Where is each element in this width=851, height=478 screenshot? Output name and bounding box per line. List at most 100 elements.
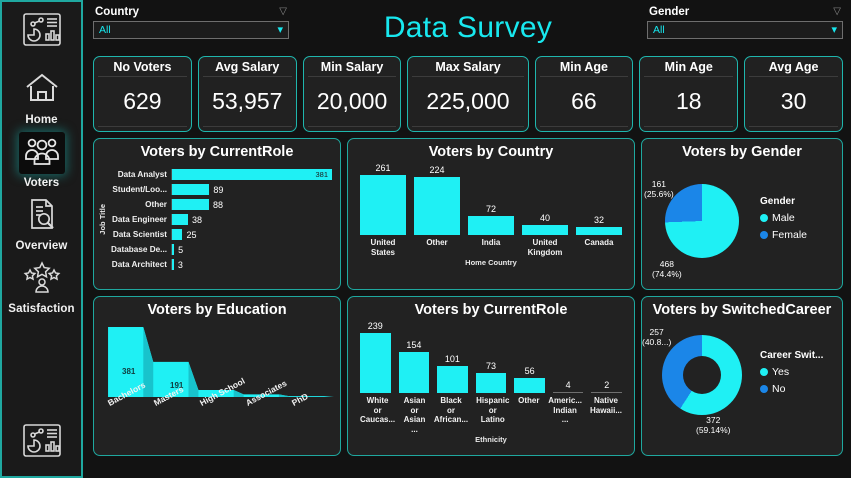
kpi-value: 66 [571,88,597,114]
vbar-category-label: Other [518,396,540,405]
chart-panel-voters-by-gender[interactable]: Voters by Gender 161 (25.6%) 468 (74.4%) [641,138,843,290]
vbar-category-label: White or Caucas... [360,396,396,424]
hbar-track: 88 [171,199,332,210]
hbar-category-label: Data Architect [111,260,167,269]
hbar-value-label: 38 [191,214,202,225]
sidebar-item-label: Voters [23,177,60,189]
area-value-label: 381 [122,367,136,376]
vbar-category-label: United Kingdom [527,238,563,257]
vbar-column[interactable]: 154 [398,321,430,393]
vbar-column[interactable]: 261 [360,163,406,235]
pie-chart [665,184,739,258]
hbar-row[interactable]: Data Analyst 381 [109,167,332,182]
vbar-value-label: 56 [524,366,535,377]
vbar-column[interactable]: 101 [437,321,468,393]
vbar [437,365,468,393]
hbar-fill [172,214,188,225]
chevron-down-icon[interactable]: ▾ [831,23,837,36]
hbar-category-label: Other [145,200,167,209]
legend-item[interactable]: No [760,383,823,395]
kpi-title: Avg Salary [215,60,280,74]
sidebar-item-voters[interactable]: Voters [0,132,83,189]
sidebar-item-overview[interactable]: Overview [0,195,83,252]
chart-title: Voters by CurrentRole [140,144,294,160]
chart-panel-voters-by-switchedcareer[interactable]: Voters by SwitchedCareer 257 (40.8...) 3… [641,296,843,456]
hbar-category-label: Student/Loo... [112,185,167,194]
hbar-track: 25 [171,229,332,240]
hbar-fill [172,229,183,240]
vbar [522,224,568,235]
hbar-row[interactable]: Database De... 5 [109,242,332,257]
hbar-value-label: 5 [178,244,184,255]
legend-item[interactable]: Male [760,212,807,224]
pie-callout-female: 161 (25.6%) [644,179,674,199]
vbar-column[interactable]: 32 [576,163,622,235]
donut-callout-no: 257 (40.8...) [642,327,672,347]
hbar-row[interactable]: Student/Loo... 89 [109,182,332,197]
vbar-column[interactable]: 2 [591,321,623,393]
vbar-column[interactable]: 56 [514,321,545,393]
kpi-value: 629 [123,88,162,114]
vbar-value-label: 72 [485,204,496,215]
vbar-column[interactable]: 73 [475,321,507,393]
vbar-column[interactable]: 72 [468,163,514,235]
sidebar-item-satisfaction[interactable]: Satisfaction [0,258,83,315]
hbar-track: 89 [171,184,332,195]
chevron-down-icon[interactable]: ▾ [277,23,283,36]
hbar-fill [172,184,210,195]
hbar-row[interactable]: Data Architect 3 [109,257,332,272]
vbar-category-label: Hispanic or Latino [476,396,510,424]
vbar-category-label: Black or African... [433,396,469,424]
hbar-row[interactable]: Data Engineer 38 [109,212,332,227]
kpi-value: 53,957 [212,88,283,114]
chart-panel-voters-by-currentrole[interactable]: Voters by CurrentRole Job Title Data Ana… [93,138,341,290]
area-value-label: 191 [170,381,184,390]
hbar-row[interactable]: Data Scientist 25 [109,227,332,242]
kpi-card-no-voters[interactable]: No Voters 629 [93,56,192,132]
country-slicer[interactable]: Country ▽ All ▾ [93,6,289,39]
chevron-down-icon[interactable]: ▽ [279,6,287,17]
gender-slicer[interactable]: Gender ▽ All ▾ [647,6,843,39]
kpi-title: Min Age [559,60,608,74]
hbar-category-label: Database De... [111,245,167,254]
vbar-column[interactable]: 40 [522,163,568,235]
hbar-fill [172,199,209,210]
vbar-column[interactable]: 4 [552,321,584,393]
hbar-value-label: 25 [186,229,197,240]
vbar-column[interactable]: 224 [414,163,460,235]
vbar-column[interactable]: 239 [360,321,391,393]
area-category-labels: Bachelors Masters High School Associates PhD [102,376,334,421]
legend-swatch-icon [760,368,768,376]
chevron-down-icon[interactable]: ▽ [833,6,841,17]
legend-item[interactable]: Female [760,229,807,241]
vbar-labels: United States Other India United Kingdom Canad… [354,235,628,257]
kpi-value: 30 [780,88,807,114]
vbar-category-label: United States [370,238,396,257]
chart-panel-voters-by-currentrole-ethnicity[interactable]: Voters by CurrentRole 239 154 101 73 56 4 2 Wh… [347,296,635,456]
kpi-card-min-salary[interactable]: Min Salary 20,000 [302,56,402,132]
vbar [591,392,623,393]
legend-item[interactable]: Yes [760,366,823,378]
kpi-card-min-age-1[interactable]: Min Age 66 [534,56,634,132]
axis-label-job-title: Job Title [98,204,107,235]
kpi-row: No Voters 629 Avg Salary 53,957 Min Sala… [83,56,851,132]
kpi-card-min-age-2[interactable]: Min Age 18 [639,56,739,132]
sidebar-item-label: Satisfaction [8,303,75,315]
hbar-value-label: 381 [315,170,328,179]
hbar-row[interactable]: Other 88 [109,197,332,212]
kpi-card-avg-age[interactable]: Avg Age 30 [744,56,843,132]
hbar-fill [172,169,332,180]
chart-panel-voters-by-country[interactable]: Voters by Country 261 224 72 40 32 United Sta… [347,138,635,290]
vbar-value-label: 239 [367,321,383,331]
gender-slicer-value: All [653,24,665,36]
vbar-group: 261 224 72 40 32 [354,163,628,235]
chart-panel-voters-by-education[interactable]: Voters by Education 381 191 Bachelors Mas… [93,296,341,456]
gender-slicer-dropdown[interactable]: All ▾ [647,21,843,39]
kpi-title: Min Age [664,60,713,74]
country-slicer-dropdown[interactable]: All ▾ [93,21,289,39]
donut-hole [683,356,721,394]
sidebar-item-home[interactable]: Home [0,69,83,126]
kpi-card-max-salary[interactable]: Max Salary 225,000 [407,56,529,132]
kpi-card-avg-salary[interactable]: Avg Salary 53,957 [197,56,297,132]
vbar [414,176,460,235]
